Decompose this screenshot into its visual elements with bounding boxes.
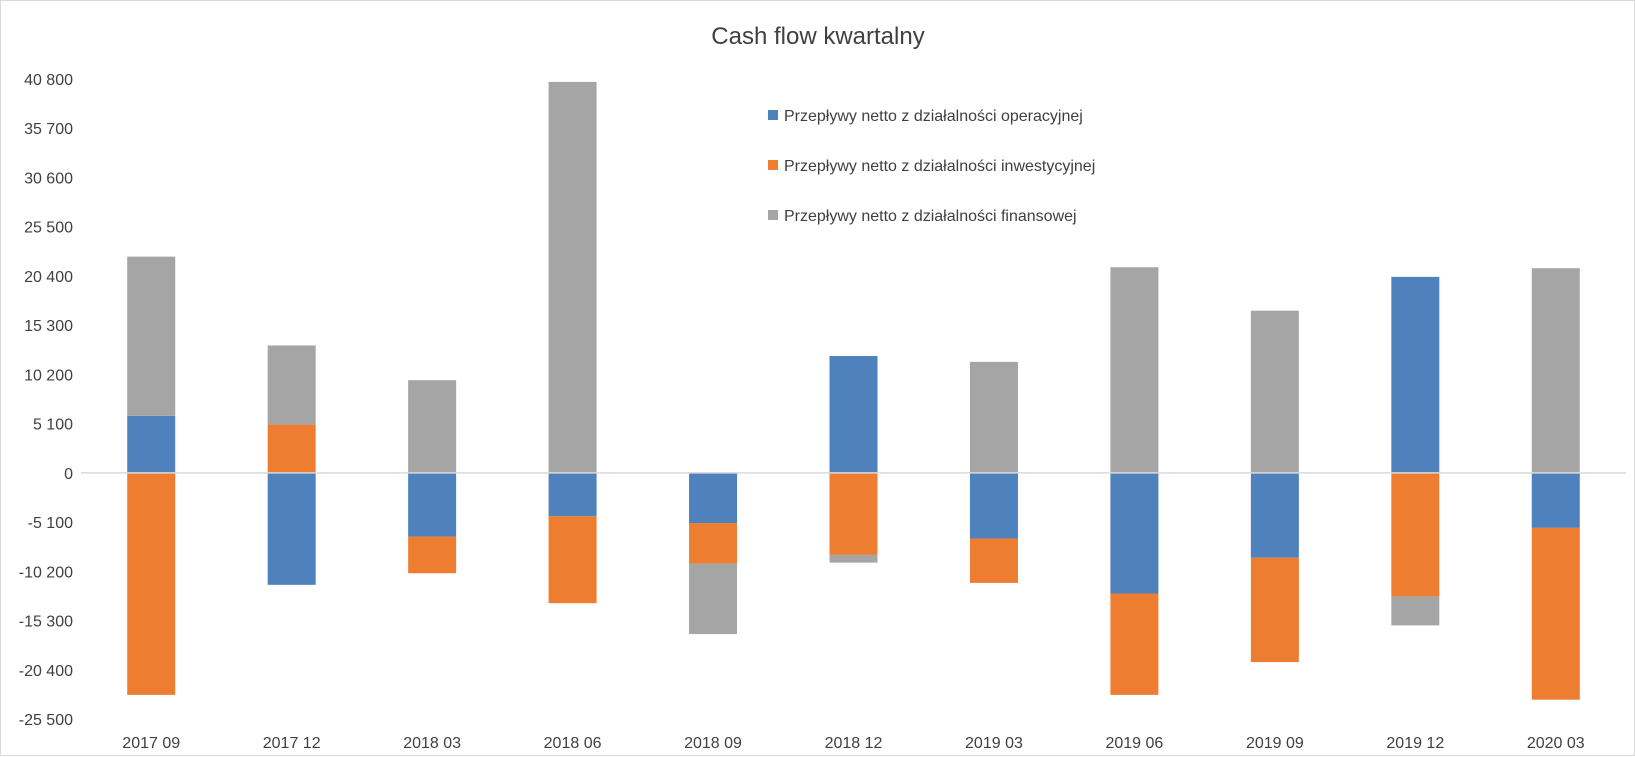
x-tick-label: 2019 12 bbox=[1386, 735, 1444, 752]
x-tick-label: 2017 09 bbox=[122, 735, 180, 752]
x-tick-label: 2018 03 bbox=[403, 735, 461, 752]
bar-segment-series-2 bbox=[408, 536, 457, 574]
bar-segment-series-1 bbox=[969, 472, 1018, 539]
bar-segment-series-3 bbox=[829, 554, 878, 563]
x-tick-label: 2018 12 bbox=[825, 735, 883, 752]
legend-label: Przepływy netto z działalności operacyjn… bbox=[784, 108, 1083, 125]
y-tick-label: 10 200 bbox=[24, 367, 73, 384]
y-tick-label: 25 500 bbox=[24, 220, 73, 237]
legend-swatch bbox=[768, 210, 778, 220]
y-tick-label: 15 300 bbox=[24, 318, 73, 335]
bar-segment-series-2 bbox=[689, 523, 738, 564]
legend-label: Przepływy netto z działalności finansowe… bbox=[784, 208, 1077, 225]
y-tick-label: 0 bbox=[64, 466, 73, 483]
x-axis-ticks: 2017 09 2017 12 2018 03 2018 06 2018 09 2018 … bbox=[122, 735, 1584, 752]
bar-segment-series-1 bbox=[548, 472, 597, 517]
y-tick-label: 20 400 bbox=[24, 269, 73, 286]
legend-swatch bbox=[768, 160, 778, 170]
bar-segment-series-1 bbox=[689, 472, 738, 524]
y-tick-label: 30 600 bbox=[24, 170, 73, 187]
bar-segment-series-2 bbox=[969, 538, 1018, 583]
bar-segment-series-2 bbox=[127, 472, 176, 695]
y-tick-label: 5 100 bbox=[33, 417, 73, 434]
bar-segment-series-3 bbox=[1110, 267, 1159, 473]
bar-segment-series-2 bbox=[1250, 557, 1299, 663]
y-axis-ticks: 40 800 35 700 30 600 25 500 20 400 15 300 10 2… bbox=[19, 72, 73, 729]
bar-segment-series-1 bbox=[408, 472, 457, 537]
legend: Przepływy netto z działalności operacyjn… bbox=[768, 108, 1095, 225]
legend-swatch bbox=[768, 110, 778, 120]
bar-segment-series-1 bbox=[1391, 276, 1440, 473]
y-tick-label: 40 800 bbox=[24, 72, 73, 89]
bar-segment-series-3 bbox=[689, 563, 738, 635]
y-tick-label: 35 700 bbox=[24, 121, 73, 138]
y-tick-label: -15 300 bbox=[19, 614, 73, 631]
bar-segment-series-3 bbox=[127, 256, 176, 416]
chart-title: Cash flow kwartalny bbox=[711, 23, 924, 50]
x-tick-label: 2018 09 bbox=[684, 735, 742, 752]
bar-segment-series-3 bbox=[548, 81, 597, 473]
bar-segment-series-2 bbox=[548, 516, 597, 604]
bar-segment-series-2 bbox=[267, 424, 316, 473]
bar-segment-series-1 bbox=[1531, 472, 1580, 528]
bar-segment-series-3 bbox=[408, 380, 457, 473]
bar-segment-series-2 bbox=[1391, 472, 1440, 597]
x-tick-label: 2019 06 bbox=[1105, 735, 1163, 752]
bar-segment-series-3 bbox=[1391, 596, 1440, 626]
bar-segment-series-1 bbox=[1250, 472, 1299, 558]
y-tick-label: -5 100 bbox=[28, 515, 73, 532]
bar-segment-series-3 bbox=[969, 361, 1018, 473]
legend-label: Przepływy netto z działalności inwestycy… bbox=[784, 158, 1095, 175]
bars-group bbox=[81, 81, 1626, 700]
y-tick-label: -10 200 bbox=[19, 564, 73, 581]
bar-segment-series-1 bbox=[127, 415, 176, 473]
bar-segment-series-3 bbox=[267, 345, 316, 425]
bar-segment-series-2 bbox=[1531, 527, 1580, 700]
bar-segment-series-2 bbox=[829, 472, 878, 555]
y-tick-label: -20 400 bbox=[19, 663, 73, 680]
x-tick-label: 2019 03 bbox=[965, 735, 1023, 752]
y-tick-label: -25 500 bbox=[19, 712, 73, 729]
bar-segment-series-2 bbox=[1110, 593, 1159, 695]
bar-segment-series-1 bbox=[829, 356, 878, 473]
bar-segment-series-1 bbox=[1110, 472, 1159, 594]
x-tick-label: 2019 09 bbox=[1246, 735, 1304, 752]
bar-segment-series-3 bbox=[1250, 310, 1299, 473]
x-tick-label: 2017 12 bbox=[263, 735, 321, 752]
bar-segment-series-3 bbox=[1531, 268, 1580, 473]
x-tick-label: 2018 06 bbox=[544, 735, 602, 752]
x-tick-label: 2020 03 bbox=[1527, 735, 1585, 752]
bar-segment-series-1 bbox=[267, 472, 316, 585]
